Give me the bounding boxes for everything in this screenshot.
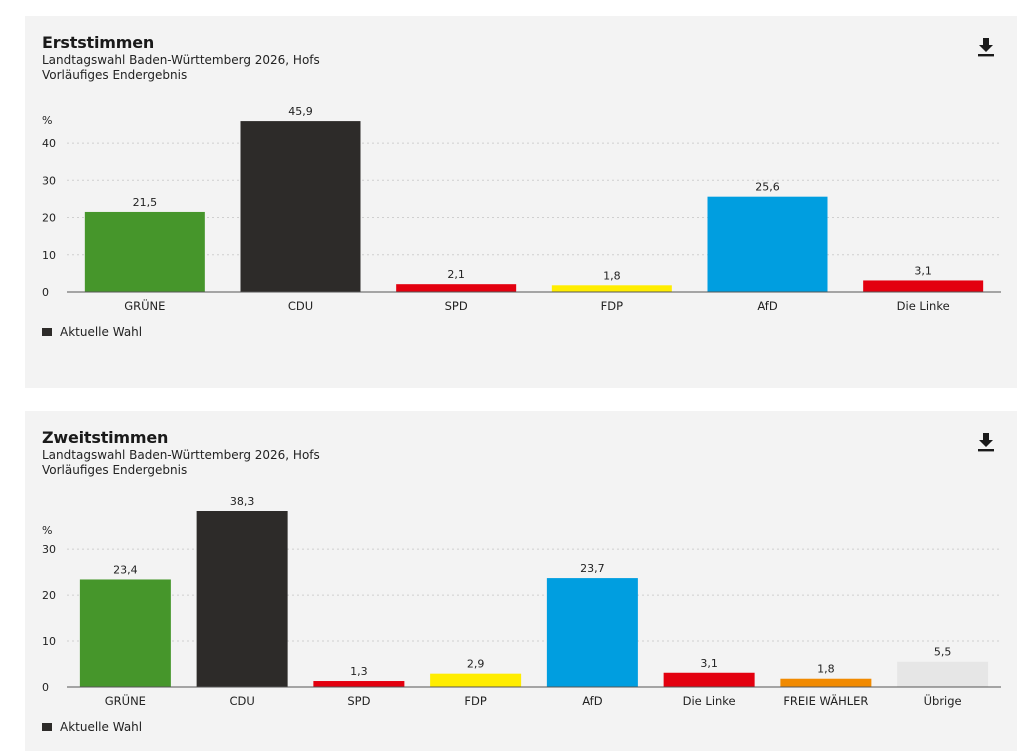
- data-label: 21,5: [133, 196, 158, 209]
- bar: [551, 285, 672, 292]
- legend-label: Aktuelle Wahl: [60, 720, 143, 734]
- y-tick-label: 0: [42, 286, 49, 299]
- x-tick-label: AfD: [757, 299, 778, 313]
- bar: [196, 511, 288, 687]
- bar: [780, 678, 872, 687]
- bar-chart-zweitstimmen: 0 10 20 30% 23,4 GRÜNE 38,3 CDU 1,3 SPD 2,9 FDP 23,7…: [42, 495, 1001, 708]
- bar: [79, 579, 171, 687]
- data-label: 1,8: [817, 663, 835, 676]
- y-tick-label: 30: [42, 543, 56, 556]
- data-label: 38,3: [230, 495, 255, 508]
- chart-subtitle-status: Vorläufiges Endergebnis: [42, 463, 188, 477]
- download-button[interactable]: [977, 432, 995, 452]
- download-button[interactable]: [977, 37, 995, 57]
- bar-chart-erststimmen: 0 10 20 30 40% 21,5 GRÜNE 45,9 CDU 2,1 SPD 1,8 FDP 25…: [42, 105, 1001, 313]
- data-label: 3,1: [914, 264, 932, 277]
- x-tick-label: Die Linke: [897, 299, 950, 313]
- bar: [897, 661, 989, 687]
- x-tick-label: CDU: [288, 299, 313, 313]
- legend-swatch: [42, 723, 52, 731]
- bar: [396, 284, 517, 292]
- bar: [663, 672, 755, 687]
- download-icon: [978, 433, 994, 452]
- y-axis-label: %: [42, 114, 52, 127]
- data-label: 1,3: [350, 665, 368, 678]
- data-label: 23,4: [113, 563, 138, 576]
- bar: [313, 681, 405, 687]
- download-icon: [978, 38, 994, 57]
- y-tick-label: 40: [42, 137, 56, 150]
- y-tick-label: 10: [42, 635, 56, 648]
- data-label: 3,1: [700, 657, 718, 670]
- bar: [240, 121, 361, 293]
- data-label: 5,5: [934, 646, 952, 659]
- chart-title: Zweitstimmen: [42, 428, 169, 447]
- x-tick-label: GRÜNE: [124, 297, 165, 313]
- x-tick-label: FREIE WÄHLER: [783, 693, 868, 708]
- chart-subtitle: Landtagswahl Baden-Württemberg 2026, Hof…: [42, 448, 320, 462]
- y-tick-label: 20: [42, 212, 56, 225]
- legend-label: Aktuelle Wahl: [60, 325, 143, 339]
- y-tick-label: 0: [42, 681, 49, 694]
- legend-swatch: [42, 328, 52, 336]
- data-label: 2,9: [467, 658, 485, 671]
- data-label: 45,9: [288, 105, 313, 118]
- x-tick-label: SPD: [347, 694, 370, 708]
- x-tick-label: Übrige: [924, 692, 962, 708]
- bar: [863, 280, 984, 292]
- data-label: 23,7: [580, 562, 605, 575]
- y-tick-label: 20: [42, 589, 56, 602]
- bar: [430, 673, 522, 687]
- x-tick-label: GRÜNE: [105, 692, 146, 708]
- chart-panel-zweitstimmen: Zweitstimmen Landtagswahl Baden-Württemb…: [25, 411, 1017, 751]
- y-axis-label: %: [42, 524, 52, 537]
- x-tick-label: SPD: [445, 299, 468, 313]
- y-tick-label: 30: [42, 174, 56, 187]
- legend: Aktuelle Wahl: [42, 720, 142, 734]
- chart-title: Erststimmen: [42, 33, 155, 52]
- chart-subtitle-status: Vorläufiges Endergebnis: [42, 68, 188, 82]
- legend: Aktuelle Wahl: [42, 325, 142, 339]
- data-label: 1,8: [603, 269, 621, 282]
- x-tick-label: FDP: [601, 299, 623, 313]
- x-tick-label: AfD: [582, 694, 603, 708]
- x-tick-label: FDP: [464, 694, 486, 708]
- data-label: 2,1: [447, 268, 465, 281]
- x-tick-label: Die Linke: [683, 694, 736, 708]
- bar: [546, 578, 638, 687]
- bar: [84, 211, 205, 292]
- chart-subtitle: Landtagswahl Baden-Württemberg 2026, Hof…: [42, 53, 320, 67]
- data-label: 25,6: [755, 181, 780, 194]
- chart-panel-erststimmen: Erststimmen Landtagswahl Baden-Württembe…: [25, 16, 1017, 388]
- x-tick-label: CDU: [229, 694, 254, 708]
- y-tick-label: 10: [42, 249, 56, 262]
- bar: [707, 196, 828, 292]
